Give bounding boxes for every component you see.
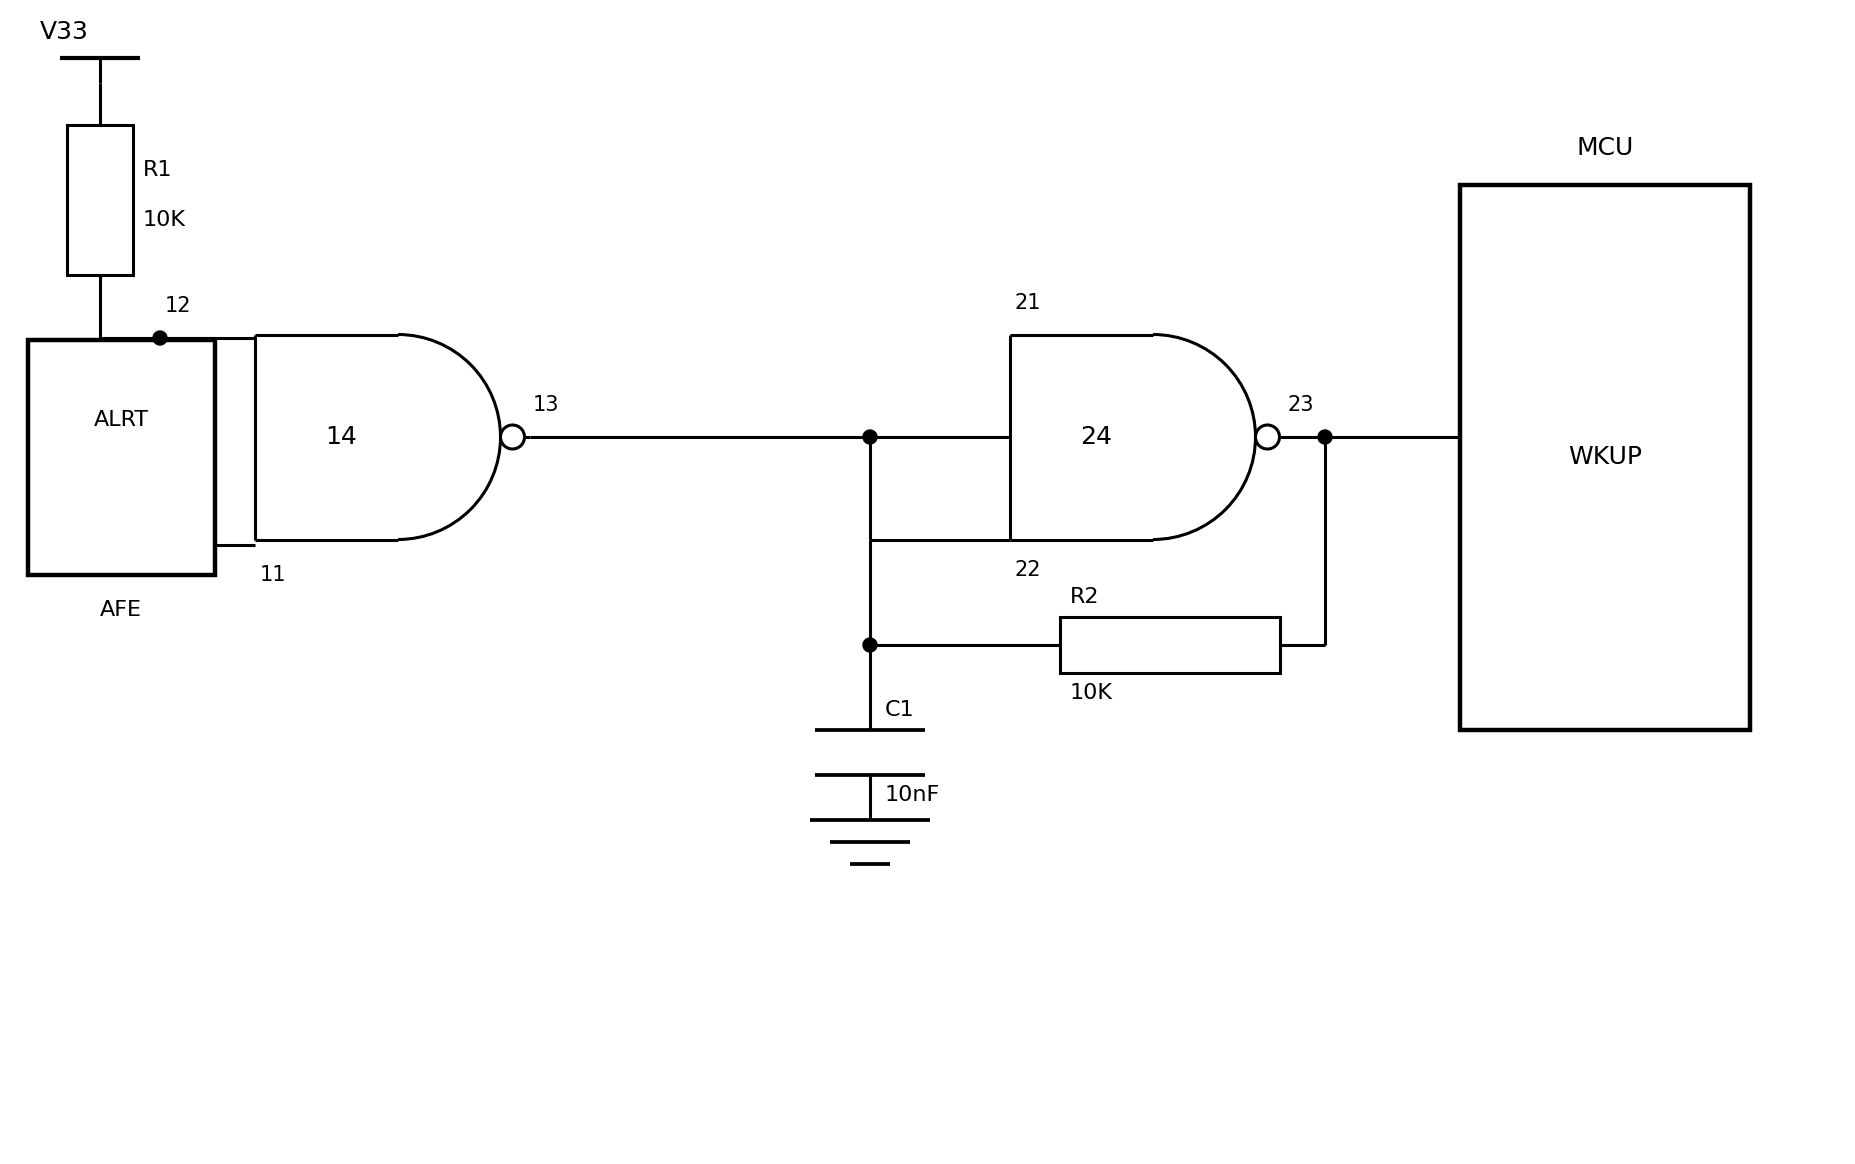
- Text: 22: 22: [1015, 560, 1041, 580]
- Text: R2: R2: [1070, 587, 1098, 606]
- Circle shape: [863, 638, 877, 652]
- Text: 23: 23: [1287, 395, 1313, 416]
- Bar: [1460, 185, 1749, 730]
- Text: 12: 12: [165, 296, 191, 315]
- Text: 10K: 10K: [1070, 683, 1113, 703]
- Circle shape: [501, 425, 525, 449]
- Circle shape: [863, 430, 877, 443]
- Bar: [67, 125, 134, 275]
- Text: V33: V33: [41, 20, 89, 44]
- Text: R1: R1: [143, 159, 173, 180]
- Circle shape: [1317, 430, 1332, 443]
- Text: C1: C1: [885, 700, 915, 721]
- Circle shape: [1254, 425, 1278, 449]
- Text: 13: 13: [532, 395, 558, 416]
- Text: 10K: 10K: [143, 210, 186, 230]
- Text: AFE: AFE: [100, 599, 143, 620]
- Circle shape: [152, 331, 167, 345]
- Text: 14: 14: [325, 425, 356, 449]
- Text: ALRT: ALRT: [93, 410, 148, 430]
- Text: 10nF: 10nF: [885, 785, 940, 805]
- Text: 24: 24: [1080, 425, 1111, 449]
- Text: WKUP: WKUP: [1567, 445, 1642, 469]
- Text: MCU: MCU: [1575, 136, 1632, 159]
- Text: 11: 11: [260, 565, 286, 585]
- Bar: [28, 340, 215, 575]
- Text: 21: 21: [1015, 293, 1041, 313]
- Bar: [1059, 617, 1280, 673]
